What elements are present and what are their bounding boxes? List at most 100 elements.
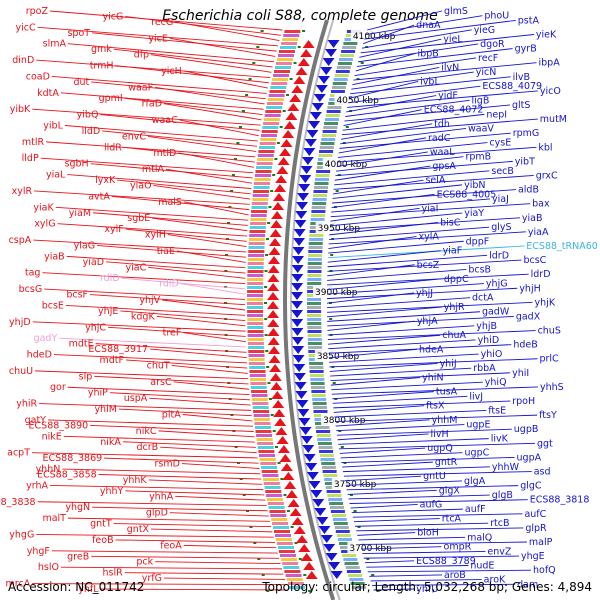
gene-leader-line [326,287,518,300]
feature-block [326,110,341,113]
feature-block [317,438,332,441]
gene-leader-line [90,163,253,179]
feature-block [313,190,328,193]
gene-leader-line [353,518,440,523]
gene-leader-line [346,485,519,491]
plus-strand-arrow [270,382,283,390]
gene-label: yicO [540,86,561,97]
gene-leader-line [124,97,263,115]
feature-block [278,546,294,549]
gene-leader-line [343,466,490,473]
gene-leader-line [163,577,286,580]
feature-block [328,498,343,501]
plus-strand-arrow [302,40,315,48]
minus-strand-arrow [294,382,307,390]
gene-label: rtcA [442,514,462,525]
gene-label: yhjV [139,295,160,306]
gene-label: envC [122,131,146,142]
feature-block [307,262,322,265]
feature-block [279,550,295,553]
plus-strand-arrow [271,211,284,219]
feature-block [309,370,324,373]
feature-block [315,178,329,181]
gene-leader-line [155,86,265,105]
gene-leader-line [365,15,483,35]
gene-label: dam [517,579,538,590]
gene-leader-line [326,292,415,304]
gene-leader-line [356,527,524,532]
minus-strand-arrow [303,454,316,462]
gene-leader-line [51,550,278,554]
gene-leader-line [332,189,516,204]
feature-block [262,126,279,129]
minus-strand-arrow [297,409,310,417]
feature-block [279,50,295,53]
gene-label: gadW [482,307,510,318]
feature-block [332,518,347,521]
minus-strand-arrow [317,76,330,84]
plus-strand-arrow [284,481,297,489]
gene-label: yhfU [416,584,438,595]
gene-leader-line [94,375,249,385]
gene-leader-line [342,461,433,468]
feature-block [312,402,327,405]
gene-leader-line [51,75,267,94]
feature-block [307,326,322,329]
feature-block [325,114,340,117]
feature-block [351,586,366,589]
gene-label: mdtE [69,339,94,350]
feature-block [255,430,272,433]
gene-leader-line [151,528,273,533]
feature-block [262,474,279,477]
feature-block [252,402,269,405]
ring-tick [276,142,280,144]
gene-leader-line [90,424,254,432]
feature-block [247,258,264,261]
feature-block [323,474,338,477]
ring-tick [349,494,353,496]
feature-block [307,266,322,269]
gene-leader-line [167,234,247,248]
gene-label: yhiI [512,368,529,379]
gene-leader-line [364,560,415,564]
feature-block [250,214,267,217]
feature-block [321,138,336,141]
gene-label: phoU [484,11,509,22]
gene-label: yhhW [492,462,520,473]
feature-block [318,446,333,449]
feature-block [284,570,301,573]
gene-label: rbbA [473,363,496,374]
gene-label: hdeA [419,344,444,355]
plus-strand-arrow [274,418,287,426]
gene-leader-line [91,81,266,100]
gene-label: yiaA [528,227,549,238]
gene-label: bcsE [42,300,64,311]
gene-label: ECS88_4072 [424,105,484,116]
minus-strand-arrow [291,337,304,345]
feature-block [330,510,345,513]
gene-leader-line [327,254,488,268]
minus-strand-arrow [293,373,306,381]
gene-label: ECS88_3838 [0,497,36,508]
gene-leader-line [336,428,512,436]
gene-leader-line [118,408,252,417]
gene-label: bcsB [468,264,491,275]
feature-block [248,242,265,245]
gene-leader-line [153,185,251,200]
kbp-tick-label: 4050 kbp [336,96,379,106]
feature-block [271,518,288,521]
gene-label: hdeD [27,350,52,361]
minus-strand-arrow [318,526,331,534]
feature-block [321,462,336,465]
feature-block [311,386,325,389]
plus-strand-arrow [300,49,313,57]
feature-block [247,266,264,269]
gene-leader-line [367,569,532,573]
gene-leader-line [113,48,273,68]
gene-label: yhgE [521,551,545,562]
ring-tick [266,238,269,240]
gene-label: malS [158,197,182,208]
ring-tick [227,222,230,224]
gene-label: yieK [536,29,557,40]
minus-strand-arrow [299,427,312,435]
